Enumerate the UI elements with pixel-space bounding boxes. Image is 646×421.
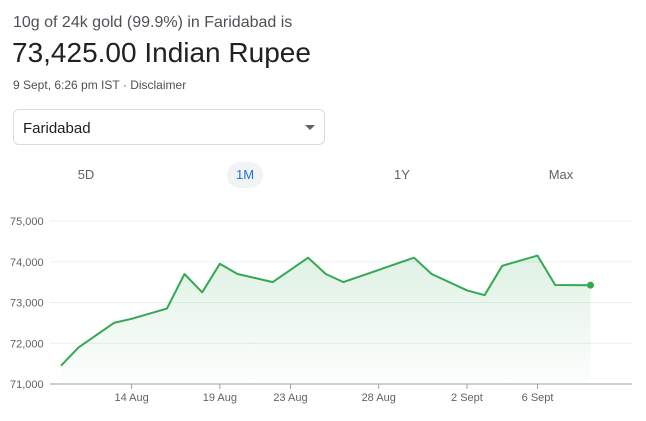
- y-tick-label: 71,000: [10, 379, 44, 391]
- price-line: [60, 254, 591, 367]
- price-end-dot: [587, 281, 594, 289]
- y-tick-label: 75,000: [10, 216, 44, 228]
- price-meta: 9 Sept, 6:26 pm IST · Disclaimer: [13, 78, 186, 92]
- y-tick-label: 74,000: [10, 257, 44, 269]
- range-tabs: 5D 1M 1Y Max: [0, 162, 646, 188]
- location-dropdown-value: Faridabad: [23, 120, 91, 137]
- disclaimer-link[interactable]: Disclaimer: [130, 78, 187, 92]
- meta-separator: ·: [119, 78, 131, 92]
- price-subtitle: 10g of 24k gold (99.9%) in Faridabad is: [13, 14, 293, 31]
- x-tick-label: 6 Sept: [522, 392, 554, 404]
- price-area: [61, 255, 591, 384]
- x-tick-label: 14 Aug: [114, 392, 148, 404]
- price-value: 73,425.00 Indian Rupee: [12, 37, 311, 68]
- tab-5d[interactable]: 5D: [77, 167, 95, 182]
- location-dropdown[interactable]: Faridabad: [13, 109, 325, 145]
- x-tick-label: 23 Aug: [273, 392, 307, 404]
- x-tick-label: 28 Aug: [362, 392, 396, 404]
- price-timestamp: 9 Sept, 6:26 pm IST: [13, 78, 120, 92]
- x-tick-label: 19 Aug: [203, 392, 237, 404]
- tab-1y[interactable]: 1Y: [394, 167, 410, 182]
- y-tick-label: 73,000: [10, 298, 44, 310]
- chevron-down-icon: [305, 125, 315, 130]
- tab-1m[interactable]: 1M: [227, 162, 263, 188]
- x-tick-label: 2 Sept: [451, 392, 483, 404]
- tab-max[interactable]: Max: [548, 167, 574, 182]
- y-tick-label: 72,000: [10, 338, 44, 350]
- price-chart: 75,000 74,000 73,000 72,000 71,000 14 Aug 19 A…: [10, 216, 632, 404]
